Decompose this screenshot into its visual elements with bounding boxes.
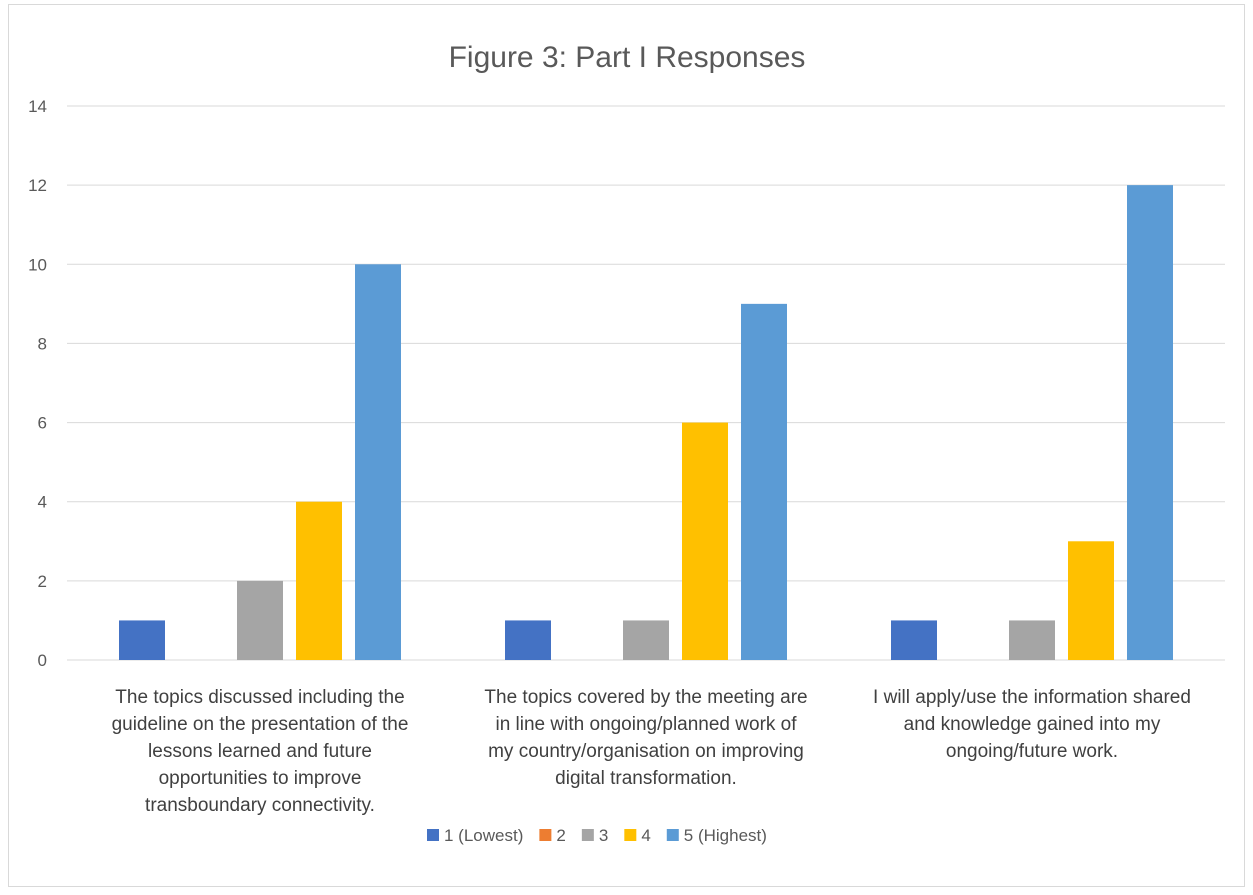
legend-swatch-2: [539, 829, 552, 841]
x-category-label: The topics covered by the meeting are in …: [484, 687, 807, 789]
bar-series3-cat3: [1009, 620, 1055, 660]
legend-label-3: 3: [599, 826, 608, 845]
y-tick-label: 0: [38, 651, 47, 670]
legend-swatch-4: [624, 829, 637, 841]
x-category-label-line: The topics discussed including the: [115, 687, 404, 708]
chart-title: Figure 3: Part I Responses: [449, 41, 806, 74]
x-category-label-line: I will apply/use the information shared: [873, 687, 1191, 708]
bar-series1-cat1: [119, 620, 165, 660]
bar-series4-cat3: [1068, 541, 1114, 660]
y-tick-label: 8: [38, 334, 47, 353]
x-category-label-line: The topics covered by the meeting are: [484, 687, 807, 708]
x-category-label: The topics discussed including the guidel…: [112, 687, 409, 816]
bar-series3-cat1: [237, 580, 283, 660]
x-category-label-line: lessons learned and future: [148, 741, 372, 762]
bar-series1-cat2: [505, 620, 551, 660]
y-tick-label: 12: [28, 176, 47, 195]
legend-label-1: 1 (Lowest): [444, 826, 523, 845]
x-category-label-line: ongoing/future work.: [946, 741, 1118, 762]
x-category-label-line: transboundary connectivity.: [145, 795, 375, 816]
y-tick-label: 14: [28, 97, 47, 116]
x-category-label-line: opportunities to improve: [159, 768, 362, 789]
x-category-label: I will apply/use the information shared a…: [873, 687, 1191, 762]
chart-frame: Figure 3: Part I Responses 0 2 4 6 8 10 12 14 T…: [8, 4, 1245, 887]
legend-label-5: 5 (Highest): [684, 826, 767, 845]
bars: [119, 185, 1173, 660]
legend-swatch-1: [427, 829, 439, 841]
x-axis-categories: The topics discussed including the guidel…: [112, 687, 1191, 816]
bar-series5-cat2: [741, 303, 787, 660]
y-tick-label: 2: [38, 572, 47, 591]
bar-series5-cat3: [1127, 185, 1173, 660]
bar-series3-cat2: [623, 620, 669, 660]
y-axis-ticks: 0 2 4 6 8 10 12 14: [28, 97, 47, 670]
x-category-label-line: guideline on the presentation of the: [112, 714, 409, 735]
bar-series5-cat1: [355, 264, 401, 660]
legend-swatch-5: [666, 829, 679, 841]
bar-series1-cat3: [891, 620, 937, 660]
bar-series4-cat2: [682, 422, 728, 660]
legend-label-4: 4: [641, 826, 650, 845]
x-category-label-line: in line with ongoing/planned work of: [495, 714, 797, 735]
x-category-label-line: and knowledge gained into my: [904, 714, 1161, 735]
gridlines: [67, 105, 1225, 661]
bar-series4-cat1: [296, 501, 342, 660]
y-tick-label: 4: [38, 493, 47, 512]
legend-label-2: 2: [556, 826, 565, 845]
y-tick-label: 10: [28, 255, 47, 274]
x-category-label-line: my country/organisation on improving: [488, 741, 804, 762]
legend: 1 (Lowest) 2 3 4 5 (Highest): [427, 826, 767, 845]
bar-chart: Figure 3: Part I Responses 0 2 4 6 8 10 12 14 T…: [28, 41, 1225, 845]
legend-swatch-3: [581, 829, 594, 841]
x-category-label-line: digital transformation.: [555, 768, 737, 789]
y-tick-label: 6: [38, 414, 47, 433]
